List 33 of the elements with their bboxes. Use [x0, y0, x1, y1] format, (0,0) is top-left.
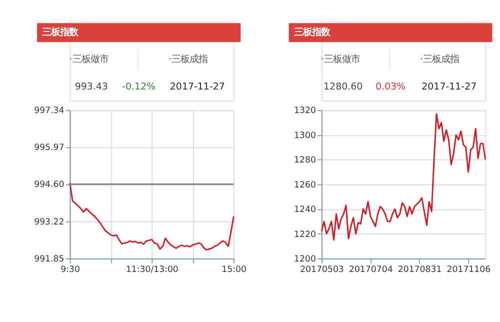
y-tick-label: 997.34 — [34, 106, 64, 116]
text: 2017-11-27 — [170, 82, 225, 93]
line-series — [320, 113, 486, 241]
x-tick-label: 20171106 — [446, 264, 491, 275]
x-tick-label: 20170503 — [300, 264, 344, 275]
chart-title: 三板指数 — [294, 27, 331, 38]
y-tick-label: 994.60 — [34, 180, 64, 190]
y-tick-label: 1300 — [294, 130, 316, 141]
x-tick-label: 15:00 — [222, 264, 246, 275]
y-tick-label: 1220 — [294, 230, 316, 240]
text: -0.12% — [122, 82, 156, 93]
y-tick-label: 991.85 — [34, 254, 64, 264]
text: ·三板做市 — [321, 54, 360, 65]
line-series — [69, 182, 234, 251]
y-tick-label: 993.22 — [34, 218, 64, 228]
y-tick-label: 1240 — [294, 205, 316, 216]
text: 2017-11-27 — [422, 82, 477, 93]
text: ·三板做市 — [69, 54, 108, 65]
y-tick-label: 1260 — [294, 180, 316, 190]
text: 993.43 — [74, 82, 108, 93]
y-tick-label: 995.97 — [34, 143, 64, 154]
text: 0.03% — [375, 82, 406, 93]
x-tick-label: 9:30 — [60, 264, 80, 275]
y-tick-label: 1320 — [294, 106, 316, 116]
text: ·三板成指 — [420, 54, 460, 65]
text: 1280.60 — [324, 82, 363, 93]
y-tick-label: 1280 — [294, 156, 316, 166]
x-tick-label: 20170831 — [398, 264, 442, 275]
x-tick-label: 20170704 — [348, 264, 393, 275]
text: ·三板成指 — [168, 54, 208, 65]
x-tick-label: 11:30/13:00 — [126, 264, 178, 275]
chart-title: 三板指数 — [42, 27, 80, 38]
y-tick-label: 1200 — [294, 254, 316, 264]
